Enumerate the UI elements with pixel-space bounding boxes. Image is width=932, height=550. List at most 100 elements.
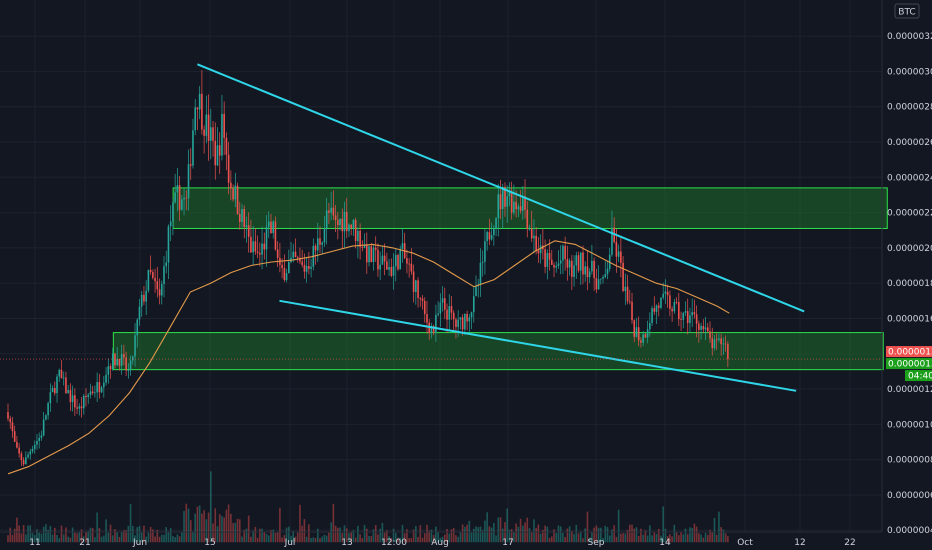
volume-bar bbox=[653, 532, 656, 543]
x-tick-label: 12 bbox=[794, 538, 805, 548]
support-resistance-zones[interactable] bbox=[112, 187, 888, 371]
candle-body bbox=[374, 247, 377, 250]
candle-body bbox=[58, 369, 61, 377]
volume-bar bbox=[254, 526, 257, 543]
volume-bar bbox=[457, 536, 459, 543]
candle-body bbox=[192, 130, 194, 166]
price-axis[interactable]: 0.00000040 0.00000060 0.00000080 0.00000100… bbox=[887, 32, 932, 536]
x-tick-label: 17 bbox=[502, 538, 513, 548]
candle-body bbox=[412, 271, 415, 292]
candle-body bbox=[600, 278, 602, 280]
price-zone[interactable] bbox=[112, 332, 884, 371]
volume-bar bbox=[513, 532, 515, 543]
candle-body bbox=[348, 224, 350, 232]
candle-body bbox=[450, 306, 453, 313]
volume-bar bbox=[54, 527, 56, 543]
x-tick-label: Sep bbox=[588, 538, 605, 548]
volume-bar bbox=[604, 525, 607, 543]
candle-body bbox=[254, 241, 257, 252]
volume-bar bbox=[214, 508, 217, 543]
candle-body bbox=[432, 326, 435, 333]
candle-body bbox=[444, 298, 446, 310]
volume-bar bbox=[250, 536, 252, 543]
volume-bar bbox=[363, 525, 366, 543]
volume-bar bbox=[31, 533, 34, 543]
volume-bar bbox=[383, 532, 386, 543]
y-tick-label: 0.00000260 bbox=[887, 138, 932, 148]
candle-body bbox=[45, 415, 47, 420]
volume-bar bbox=[129, 503, 132, 543]
candle-body bbox=[214, 140, 217, 166]
volume-bar bbox=[366, 528, 368, 543]
candle-body bbox=[448, 306, 451, 320]
volume-bar bbox=[74, 532, 76, 543]
trendline[interactable] bbox=[197, 63, 805, 313]
volume-bar bbox=[152, 529, 154, 543]
volume-bar bbox=[176, 534, 179, 543]
volume-bar bbox=[27, 525, 29, 543]
price-labels: BTC 0.00000137 0.00000137 04:40 bbox=[0, 3, 932, 382]
candle-body bbox=[189, 164, 192, 166]
candle-body bbox=[328, 210, 330, 213]
candle-body bbox=[533, 235, 535, 239]
volume-bar bbox=[397, 537, 399, 543]
candle-body bbox=[651, 308, 653, 323]
candle-body bbox=[281, 264, 283, 269]
candle-body bbox=[410, 263, 413, 272]
candle-body bbox=[486, 232, 488, 242]
price-zone[interactable] bbox=[172, 187, 888, 229]
candle-body bbox=[702, 326, 705, 330]
volume-bar bbox=[265, 533, 268, 543]
volume-bar bbox=[241, 536, 243, 543]
candle-body bbox=[154, 277, 156, 282]
volume-bar bbox=[571, 531, 573, 543]
volume-bar bbox=[185, 503, 188, 543]
volume-bar bbox=[261, 528, 263, 543]
y-tick-label: 0.00000320 bbox=[887, 32, 932, 42]
volume-bar bbox=[388, 536, 390, 543]
candle-body bbox=[682, 312, 685, 320]
candle-body bbox=[132, 356, 134, 361]
candle-body bbox=[87, 394, 90, 398]
candle-body bbox=[470, 312, 473, 318]
volume-bar bbox=[664, 528, 667, 543]
candle-body bbox=[421, 298, 424, 301]
candle-body bbox=[457, 319, 459, 327]
candle-body bbox=[515, 201, 517, 210]
volume-bar bbox=[225, 509, 228, 543]
candle-body bbox=[684, 311, 687, 313]
candle-body bbox=[368, 246, 370, 263]
x-tick-label: Aug bbox=[431, 538, 449, 548]
candle-body bbox=[673, 302, 676, 312]
volume-bar bbox=[76, 533, 78, 543]
candle-body bbox=[261, 243, 263, 255]
time-axis[interactable]: 11 21 Jun 15 Jul 13 12:00 Aug 17 Sep 14 Oct 12 22 bbox=[29, 538, 855, 548]
candle-body bbox=[706, 327, 709, 332]
volume-bar bbox=[328, 532, 330, 543]
candle-body bbox=[390, 267, 393, 276]
candle-body bbox=[27, 454, 29, 458]
volume-bar bbox=[533, 519, 535, 543]
volume-bar bbox=[586, 511, 589, 543]
candle-body bbox=[319, 238, 321, 245]
volume-bar bbox=[622, 533, 624, 543]
volume-bar bbox=[174, 537, 176, 543]
volume-bar bbox=[617, 509, 620, 543]
volume-bar bbox=[450, 529, 453, 543]
candle-body bbox=[9, 418, 12, 423]
candle-body bbox=[713, 339, 716, 349]
volume-bar bbox=[341, 533, 344, 543]
candle-body bbox=[715, 339, 718, 341]
volume-bar bbox=[276, 532, 279, 543]
candle-body bbox=[234, 185, 237, 200]
volume-bar bbox=[624, 533, 627, 543]
candle-body bbox=[267, 221, 270, 227]
candle-body bbox=[123, 354, 125, 358]
volume-bar bbox=[357, 525, 359, 543]
volume-bar bbox=[555, 533, 558, 543]
trendlines[interactable] bbox=[197, 63, 805, 392]
candle-body bbox=[631, 301, 633, 321]
trendline[interactable] bbox=[279, 299, 797, 392]
